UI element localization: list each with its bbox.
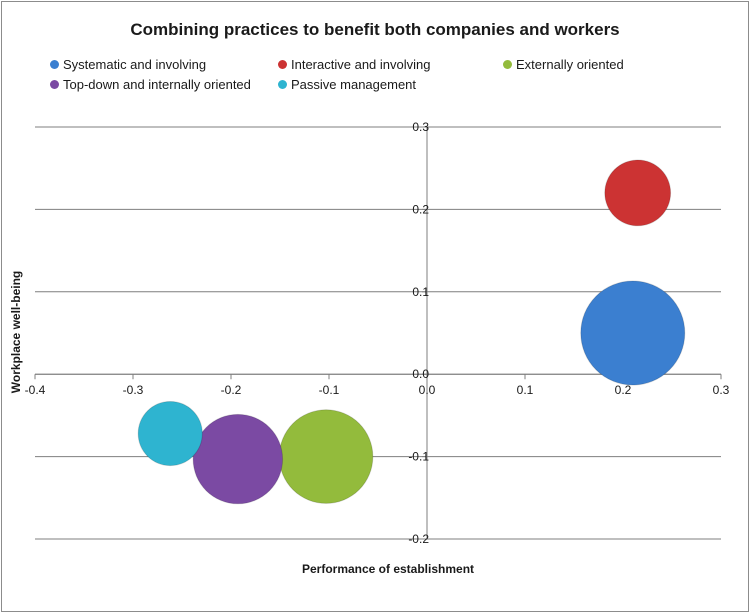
y-axis-title: Workplace well-being xyxy=(9,271,23,393)
bubble-2 xyxy=(278,409,374,504)
legend-label: Interactive and involving xyxy=(291,57,431,72)
tick-labels: -0.4 -0.3 -0.2 -0.1 0.0 0.1 0.2 0.3 -0.2 -0.1 0.0 0… xyxy=(25,120,730,546)
y-tick-label: -0.1 xyxy=(408,450,429,464)
legend-label: Passive management xyxy=(291,77,417,92)
legend-marker-icon xyxy=(278,60,287,69)
bubble-4 xyxy=(137,400,203,467)
chart-legend: Systematic and involving Interactive and… xyxy=(0,0,750,100)
bubbles xyxy=(137,159,686,505)
legend-item-passive: Passive management xyxy=(278,77,416,92)
legend-marker-icon xyxy=(503,60,512,69)
bubble-1 xyxy=(604,159,672,227)
legend-item-externally: Externally oriented xyxy=(503,57,624,72)
x-tick-label: -0.2 xyxy=(221,383,242,397)
legend-marker-icon xyxy=(278,80,287,89)
legend-marker-icon xyxy=(50,60,59,69)
x-axis-title: Performance of establishment xyxy=(302,562,474,576)
y-tick-label: 0.3 xyxy=(412,120,429,134)
bubble-3 xyxy=(192,413,284,505)
x-tick-label: 0.3 xyxy=(713,383,730,397)
legend-item-topdown: Top-down and internally oriented xyxy=(50,77,251,92)
y-tick-label: 0.1 xyxy=(412,285,429,299)
legend-item-interactive: Interactive and involving xyxy=(278,57,430,72)
x-tick-label: -0.1 xyxy=(319,383,340,397)
y-tick-label: 0.2 xyxy=(412,202,429,216)
y-tick-label: 0.0 xyxy=(412,367,429,381)
legend-label: Externally oriented xyxy=(516,57,624,72)
x-tick-label: 0.1 xyxy=(517,383,534,397)
bubble-0 xyxy=(580,280,686,386)
x-tick-label: -0.4 xyxy=(25,383,46,397)
legend-item-systematic: Systematic and involving xyxy=(50,57,206,72)
legend-label: Top-down and internally oriented xyxy=(63,77,251,92)
y-tick-label: -0.2 xyxy=(408,532,429,546)
chart-title: Combining practices to benefit both comp… xyxy=(130,20,620,39)
legend-marker-icon xyxy=(50,80,59,89)
x-tick-label: 0.2 xyxy=(615,383,632,397)
legend-label: Systematic and involving xyxy=(63,57,207,72)
x-tick-label: -0.3 xyxy=(123,383,144,397)
x-tick-label: 0.0 xyxy=(419,383,436,397)
